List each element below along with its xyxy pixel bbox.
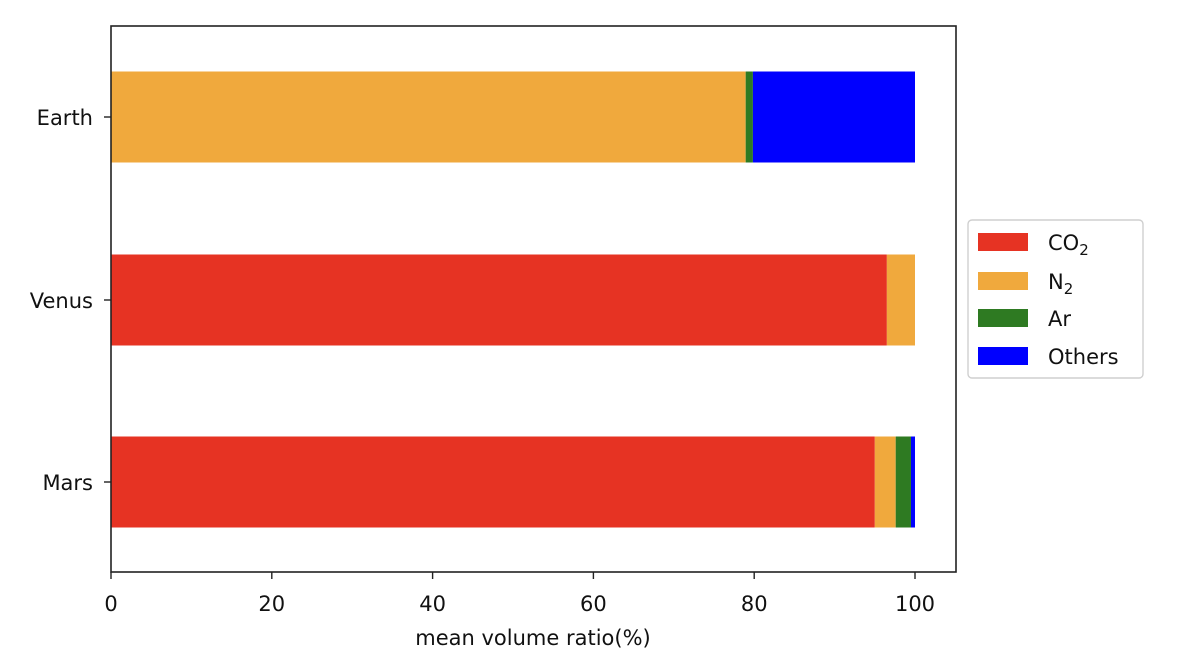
bars-layer [111, 71, 915, 528]
bar-mars-ar [895, 436, 911, 528]
x-axis: 0 20 40 60 80 100 [104, 572, 935, 616]
legend-swatch-ar [978, 309, 1028, 327]
x-tick-label: 20 [258, 592, 285, 616]
plot-frame [110, 25, 957, 573]
x-tick-label: 40 [419, 592, 446, 616]
bar-venus-co2 [111, 254, 887, 346]
y-axis: Earth Venus Mars [30, 106, 111, 495]
x-tick-label: 0 [104, 592, 117, 616]
x-axis-label: mean volume ratio(%) [415, 626, 650, 650]
bar-earth-ar [745, 71, 753, 163]
x-tick-label: 60 [580, 592, 607, 616]
y-tick-label-venus: Venus [30, 289, 93, 313]
bar-mars-n2 [874, 436, 896, 528]
x-tick-label: 100 [895, 592, 935, 616]
y-tick-label-earth: Earth [37, 106, 93, 130]
legend-box [967, 219, 1144, 379]
x-tick-label: 80 [741, 592, 768, 616]
bar-mars-others [910, 436, 915, 528]
legend-swatch-others [978, 347, 1028, 365]
bar-mars-co2 [111, 436, 875, 528]
legend-swatch-n2 [978, 272, 1028, 290]
legend-swatch-co2 [978, 233, 1028, 251]
legend-label-others: Others [1048, 345, 1119, 369]
bar-earth-others [752, 71, 915, 163]
bar-earth-n2 [111, 71, 746, 163]
bar-venus-n2 [886, 254, 915, 346]
legend-label-ar: Ar [1048, 307, 1071, 331]
y-tick-label-mars: Mars [42, 471, 93, 495]
